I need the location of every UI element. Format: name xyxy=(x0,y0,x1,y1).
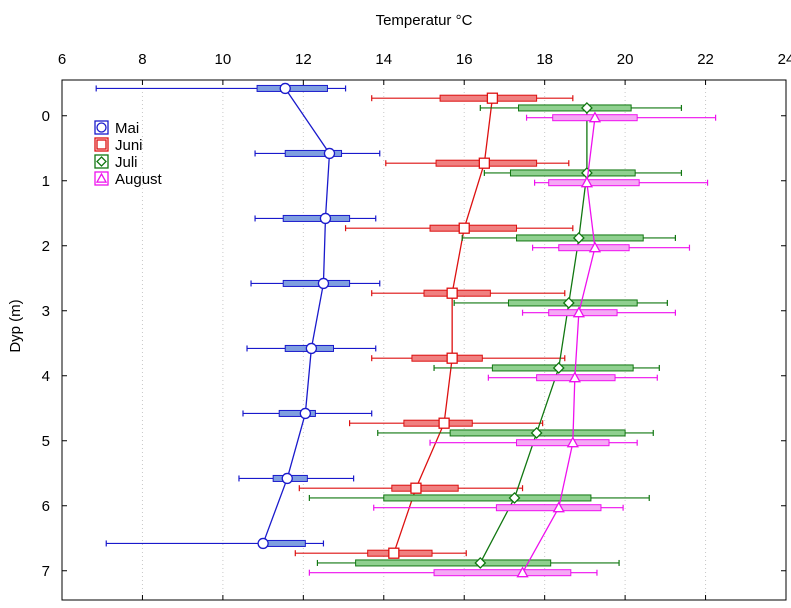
box xyxy=(391,484,459,492)
box xyxy=(495,504,602,512)
box xyxy=(548,179,640,187)
mean-marker xyxy=(568,371,581,383)
mean-marker xyxy=(279,82,291,95)
mean-marker xyxy=(508,492,521,504)
legend-label: August xyxy=(115,171,163,188)
mean-marker xyxy=(588,111,602,123)
legend-item-mai: Mai xyxy=(94,120,139,137)
mean-marker xyxy=(486,92,499,104)
series-line xyxy=(393,98,494,554)
mean-marker xyxy=(438,417,450,429)
y-axis-title: Dyp (m) xyxy=(7,299,24,352)
box xyxy=(516,439,610,447)
mean-marker xyxy=(299,407,311,420)
mean-marker xyxy=(446,287,458,299)
mean-marker xyxy=(281,472,293,485)
x-tick-label: 8 xyxy=(138,51,146,68)
y-tick-label: 0 xyxy=(42,108,50,125)
mean-marker xyxy=(580,102,593,114)
box xyxy=(278,409,316,417)
box xyxy=(403,419,473,427)
mean-marker xyxy=(257,537,269,550)
series-mai xyxy=(95,82,381,550)
x-tick-label: 14 xyxy=(375,51,392,68)
mean-marker xyxy=(588,241,602,253)
mean-marker xyxy=(580,176,594,188)
series-juli xyxy=(308,102,683,569)
legend-label: Juni xyxy=(115,137,143,154)
mean-marker xyxy=(323,147,336,160)
mean-marker xyxy=(530,427,543,439)
x-tick-label: 24 xyxy=(778,51,791,68)
series-juni xyxy=(294,92,574,559)
y-tick-label: 1 xyxy=(42,173,50,190)
mean-marker xyxy=(458,222,470,234)
box xyxy=(433,569,572,577)
grid-lines xyxy=(141,80,707,600)
box xyxy=(284,149,343,157)
x-tick-label: 16 xyxy=(456,51,473,68)
plot-frame xyxy=(61,79,787,601)
box xyxy=(256,84,328,92)
legend-label: Mai xyxy=(115,120,139,137)
mean-marker xyxy=(572,232,585,244)
x-tick-label: 6 xyxy=(58,51,66,68)
box xyxy=(429,224,518,232)
box xyxy=(383,494,592,502)
box xyxy=(367,549,433,557)
box xyxy=(282,214,351,222)
x-axis-title: Temperatur °C xyxy=(376,12,473,29)
mean-marker xyxy=(478,157,490,169)
y-tick-label: 2 xyxy=(42,238,50,255)
x-tick-label: 12 xyxy=(295,51,312,68)
mean-marker xyxy=(552,362,565,374)
mean-marker xyxy=(446,352,458,364)
series-line xyxy=(521,117,596,574)
legend-item-juni: Juni xyxy=(94,137,143,154)
y-tick-label: 7 xyxy=(42,563,50,580)
mean-marker xyxy=(516,566,529,578)
legend-marker xyxy=(96,156,107,167)
legend-item-juli: Juli xyxy=(94,154,138,171)
legend-item-august: August xyxy=(94,171,163,188)
y-tick-label: 6 xyxy=(42,498,50,515)
series-line xyxy=(262,88,331,544)
x-tick-label: 22 xyxy=(697,51,714,68)
y-tick-label: 4 xyxy=(42,368,50,385)
box xyxy=(509,169,636,177)
x-tick-label: 18 xyxy=(536,51,553,68)
mean-marker xyxy=(319,212,332,225)
mean-marker xyxy=(474,557,487,569)
mean-marker xyxy=(552,501,565,513)
x-tick-label: 20 xyxy=(617,51,634,68)
mean-marker xyxy=(305,342,318,355)
box xyxy=(518,104,632,112)
mean-marker xyxy=(317,277,330,290)
legend-label: Juli xyxy=(115,154,138,171)
box xyxy=(264,539,306,547)
legend-marker xyxy=(95,172,108,183)
mean-marker xyxy=(572,306,585,318)
series-august xyxy=(308,111,717,578)
mean-marker xyxy=(410,482,422,494)
box xyxy=(355,559,552,567)
series-layer xyxy=(95,82,717,578)
box xyxy=(282,279,351,287)
legend-marker xyxy=(96,139,107,150)
y-tick-label: 3 xyxy=(42,303,50,320)
mean-marker xyxy=(388,547,400,559)
mean-marker xyxy=(562,297,575,309)
mean-marker xyxy=(566,436,579,448)
x-tick-label: 10 xyxy=(215,51,232,68)
y-tick-label: 5 xyxy=(42,433,50,450)
legend-marker xyxy=(96,122,107,133)
